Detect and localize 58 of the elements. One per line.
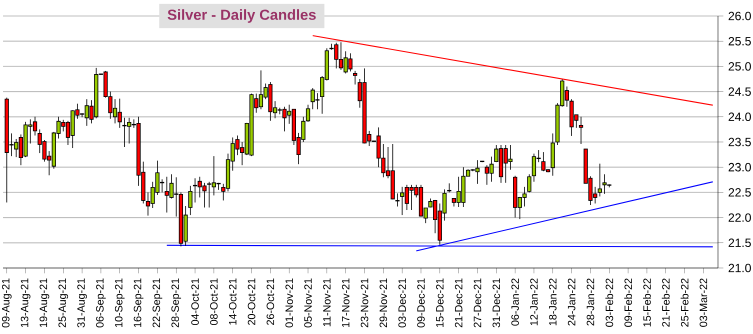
x-tick-label: 26-Oct-21: [266, 278, 274, 325]
y-tick-label: 22.5: [728, 188, 751, 197]
x-tick-label: 08-Oct-21: [210, 278, 218, 326]
x-tick-label: 15-Feb-22: [643, 278, 651, 326]
x-tick-label: 06-Jan-22: [511, 278, 519, 326]
x-tick-label: 04-Oct-21: [191, 278, 199, 326]
x-tick-label: 09-Aug-21: [2, 278, 12, 328]
x-tick-label: 17-Nov-21: [342, 278, 350, 328]
x-tick-label: 09-Feb-22: [624, 278, 632, 327]
y-tick-label: 25.5: [728, 36, 751, 46]
x-tick-label: 25-Aug-21: [58, 278, 68, 328]
y-tick-label: 23.5: [728, 138, 751, 146]
y-tick-label: 24.5: [728, 87, 751, 96]
y-tick-label: 21.5: [728, 238, 751, 248]
y-tick-label: 25.0: [728, 62, 751, 71]
x-tick-label: 10-Sep-21: [114, 278, 125, 328]
x-tick-label: 12-Jan-22: [530, 278, 538, 326]
x-tick-label: 27-Dec-21: [474, 278, 482, 328]
x-tick-label: 05-Nov-21: [304, 278, 312, 328]
x-tick-label: 01-Nov-21: [285, 278, 293, 328]
x-tick-label: 06-Sep-21: [96, 278, 106, 328]
x-tick-label: 31-Dec-21: [492, 278, 500, 328]
chart-title: Silver - Daily Candles: [168, 9, 316, 23]
x-tick-label: 31-Aug-21: [77, 278, 87, 328]
y-tick-label: 22.0: [728, 213, 751, 222]
x-tick-label: 16-Sep-21: [134, 278, 144, 328]
x-tick-label: 14-Oct-21: [228, 278, 236, 325]
x-tick-label: 03-Mar-22: [700, 278, 708, 327]
x-tick-label: 03-Feb-22: [605, 278, 614, 327]
y-tick-label: 23.0: [728, 162, 751, 172]
x-tick-label: 18-Jan-22: [549, 278, 557, 326]
y-tick-label: 21.0: [728, 264, 751, 272]
x-tick-label: 21-Feb-22: [662, 278, 670, 327]
x-tick-label: 22-Sep-21: [152, 278, 162, 328]
candlestick: [447, 182, 452, 193]
x-tick-label: 03-Dec-21: [398, 278, 406, 328]
x-tick-label: 09-Dec-21: [417, 278, 425, 328]
x-tick-label: 21-Dec-21: [454, 278, 462, 328]
candlestick: [306, 104, 310, 122]
x-tick-label: 28-Sep-21: [171, 278, 182, 328]
y-tick-label: 26.0: [728, 12, 751, 20]
y-tick-label: 24.0: [728, 112, 751, 122]
x-tick-label: 24-Jan-22: [568, 278, 576, 326]
x-tick-label: 11-Nov-21: [323, 278, 331, 326]
candlestick: [527, 174, 532, 193]
candlestick: [188, 185, 192, 216]
x-tick-label: 25-Feb-22: [680, 278, 688, 327]
candlestick: [578, 116, 584, 144]
x-tick-label: 23-Nov-21: [360, 278, 368, 328]
x-tick-label: 13-Aug-21: [20, 278, 30, 328]
x-tick-label: 29-Nov-21: [380, 278, 388, 328]
candlestick: [352, 70, 358, 85]
x-tick-label: 28-Jan-22: [586, 278, 594, 326]
candlestick: [598, 163, 602, 197]
x-tick-label: 15-Dec-21: [436, 278, 444, 328]
x-tick-label: 19-Aug-21: [40, 278, 50, 328]
candlestick: [395, 193, 400, 207]
x-tick-label: 20-Oct-21: [248, 278, 256, 325]
